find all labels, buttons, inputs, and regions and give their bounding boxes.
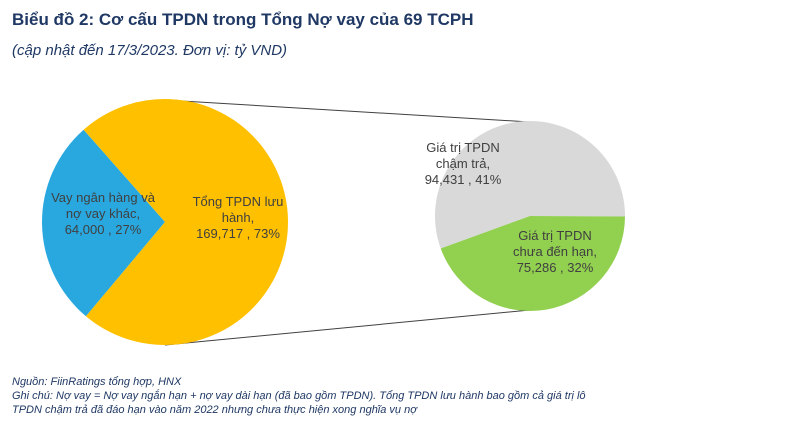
connector-line-bottom: [164, 309, 531, 346]
pie-1-slice-1-label: Vay ngân hàng và nợ vay khác, 64,000 , 27%: [51, 190, 156, 237]
footnote-line-2: TPDN chậm trả đã đáo hạn vào năm 2022 nh…: [12, 404, 417, 416]
footnote-line-1: Ghi chú: Nợ vay = Nợ vay ngắn hạn + nợ v…: [12, 390, 586, 402]
connector-line-top: [164, 99, 531, 123]
pie-2-slice-2: [440, 216, 625, 312]
pie-1-slice-2-label: Tổng TPDN lưu hành, 169,717 , 73%: [193, 194, 284, 241]
source-note: Nguồn: FiinRatings tổng hợp, HNX: [12, 376, 182, 388]
connector-lines: [164, 99, 531, 346]
pie-2-slice-2-label: Giá trị TPDN chưa đến hạn, 75,286 , 32%: [513, 228, 597, 275]
pie-2-slice-1: [435, 121, 625, 249]
chart-subtitle: (cập nhật đến 17/3/2023. Đơn vị: tỷ VND): [12, 42, 288, 59]
chart-title: Biểu đồ 2: Cơ cấu TPDN trong Tổng Nợ vay…: [12, 10, 474, 29]
chart-footer: Nguồn: FiinRatings tổng hợp, HNX Ghi chú…: [12, 375, 772, 417]
pie-2-slice-1-label: Giá trị TPDN chậm trả, 94,431 , 41%: [425, 140, 502, 187]
pie-1-slice-2: [83, 99, 288, 345]
pie-1-slice-1: [41, 129, 166, 317]
